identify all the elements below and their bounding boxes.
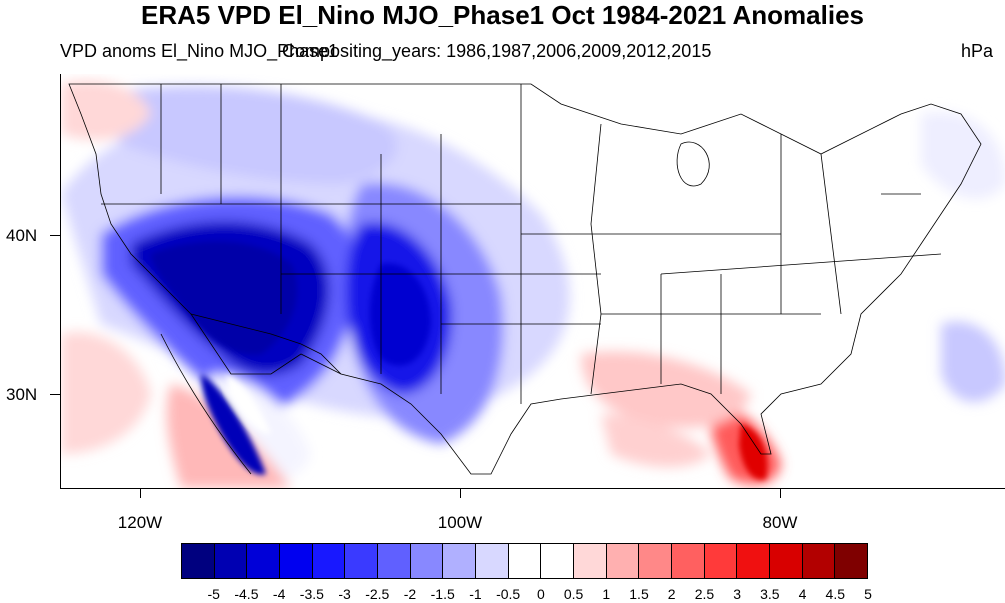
colorbar-tick-label: -1.5	[430, 586, 455, 602]
colorbar-swatch	[507, 544, 541, 578]
colorbar-swatch	[475, 544, 508, 578]
colorbar-tick-label: -2	[403, 586, 417, 602]
lat-tick-30n	[50, 394, 60, 395]
lat-label-40n: 40N	[6, 226, 38, 245]
anomaly-cores	[151, 241, 768, 480]
core-southwest	[151, 241, 297, 355]
colorbar-swatch	[801, 544, 835, 578]
us-outline	[68, 83, 982, 475]
colorbar-tick-label: 2	[667, 586, 676, 602]
colorbar-tick-label: -5	[207, 586, 220, 602]
colorbar-tick-label: 5	[864, 586, 872, 602]
colorbar-tick-label: -1	[469, 586, 482, 602]
colorbar-swatch	[409, 544, 443, 578]
colorbar-tick-label: -4	[272, 586, 286, 602]
core-new-mexico	[369, 263, 431, 366]
border-east-3	[660, 253, 942, 275]
colorbar-tick-label: 1	[602, 586, 611, 602]
colorbar	[181, 543, 868, 579]
lat-label-30n: 30N	[6, 385, 38, 404]
subtitle-center: Compositing_years: 1986,1987,2006,2009,2…	[282, 41, 712, 61]
colorbar-tick-label: 2.5	[694, 586, 715, 602]
colorbar-tick-label: 4.5	[825, 586, 846, 602]
colorbar-tick-label: -3	[338, 586, 351, 602]
colorbar-tick-label: -2.5	[365, 586, 390, 602]
border-east-2	[820, 153, 842, 315]
colorbar-swatch	[703, 544, 737, 578]
lon-label-120w: 120W	[117, 513, 163, 532]
colorbar-tick-label: -4.5	[234, 586, 259, 602]
region-north-pink	[61, 80, 151, 140]
colorbar-tick-label: 0.5	[563, 586, 584, 602]
state-borders	[68, 83, 982, 475]
colorbar-swatch	[540, 544, 574, 578]
colorbar-tick-label: 0	[536, 586, 545, 602]
colorbar-swatch	[834, 544, 868, 578]
region-atlantic-blue	[941, 321, 1005, 402]
colorbar-swatch	[736, 544, 770, 578]
colorbar-swatch	[377, 544, 410, 578]
colorbar-tick-label: -3.5	[299, 586, 324, 602]
colorbar-swatch	[442, 544, 476, 578]
region-northwest	[101, 85, 398, 184]
colorbar-tick-label: 4	[798, 586, 807, 602]
region-gulf-coast	[581, 351, 751, 428]
great-lakes	[676, 141, 710, 187]
colorbar-swatch	[279, 544, 312, 578]
subtitle-left: VPD anoms El_Nino MJO_Phase1	[60, 41, 339, 61]
lon-tick-100w	[460, 488, 461, 498]
colorbar-swatch	[311, 544, 345, 578]
lon-tick-80w	[780, 488, 781, 498]
lon-label-100w: 100W	[437, 513, 483, 532]
colorbar-labels: -5 -4.5 -4 -3.5 -3 -2.5 -2 -1.5 -1 -0.5 0 0.5 1 1.5 2 2…	[181, 586, 871, 603]
lat-tick-40n	[50, 235, 60, 236]
border-river	[590, 123, 602, 395]
core-sonora-white	[226, 374, 271, 434]
colorbar-swatch	[573, 544, 606, 578]
core-baja	[201, 374, 266, 475]
units-label: hPa	[960, 41, 993, 61]
colorbar-tick-label: 1.5	[629, 586, 649, 602]
anomaly-map	[60, 74, 1005, 489]
baja-coast	[160, 333, 252, 475]
colorbar-swatch	[605, 544, 639, 578]
colorbar-tick-label: 3.5	[760, 586, 780, 602]
region-gulf-south	[601, 414, 711, 468]
region-northeast-faint	[921, 112, 1005, 199]
colorbar-swatch	[246, 544, 280, 578]
figure-title: ERA5 VPD El_Nino MJO_Phase1 Oct 1984-202…	[140, 0, 864, 30]
lon-tick-120w	[140, 488, 141, 498]
colorbar-swatch	[344, 544, 378, 578]
core-florida	[739, 424, 768, 480]
colorbar-swatch	[671, 544, 704, 578]
region-pacific-pink	[61, 332, 151, 454]
colorbar-swatch	[213, 544, 247, 578]
colorbar-tick-label: -0.5	[496, 586, 521, 602]
colorbar-swatch	[182, 544, 214, 578]
colorbar-swatch	[769, 544, 802, 578]
lon-label-80w: 80W	[762, 513, 798, 532]
mexico-border	[190, 313, 342, 375]
colorbar-swatch	[638, 544, 672, 578]
colorbar-tick-label: 3	[733, 586, 742, 602]
